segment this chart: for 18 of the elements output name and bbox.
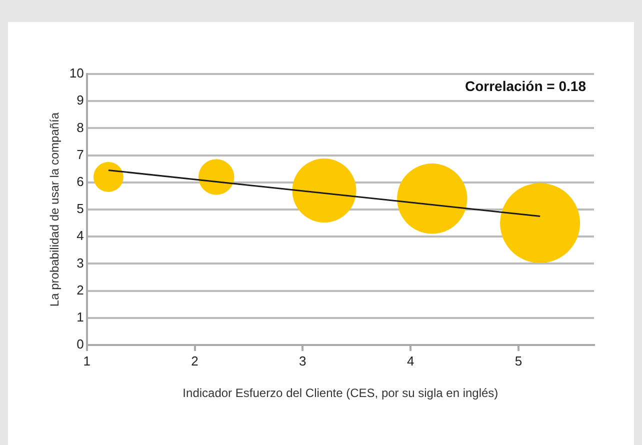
x-tick-label: 5: [514, 353, 522, 368]
annotation: Correlación = 0.18: [464, 78, 586, 94]
x-tick-label: 4: [406, 353, 414, 368]
y-tick-label: 3: [76, 255, 84, 270]
y-tick-label: 0: [76, 336, 84, 352]
y-tick-label: 2: [76, 282, 84, 298]
y-tick-label: 6: [76, 174, 84, 189]
y-tick-label: 7: [76, 146, 84, 162]
x-tick-label: 3: [299, 353, 306, 368]
y-tick-label: 10: [69, 66, 84, 81]
y-tick-label: 8: [76, 120, 84, 135]
y-axis-title: La probabilidad de usar la compañía: [48, 112, 62, 307]
y-tick-label: 9: [76, 92, 84, 108]
y-tick-label: 1: [76, 309, 84, 324]
x-axis-title: Indicador Esfuerzo del Cliente (CES, por su sigla en inglés): [182, 386, 498, 400]
y-tick-label: 5: [76, 201, 84, 216]
x-tick-label: 2: [191, 353, 198, 368]
y-tick-label: 4: [76, 228, 84, 244]
